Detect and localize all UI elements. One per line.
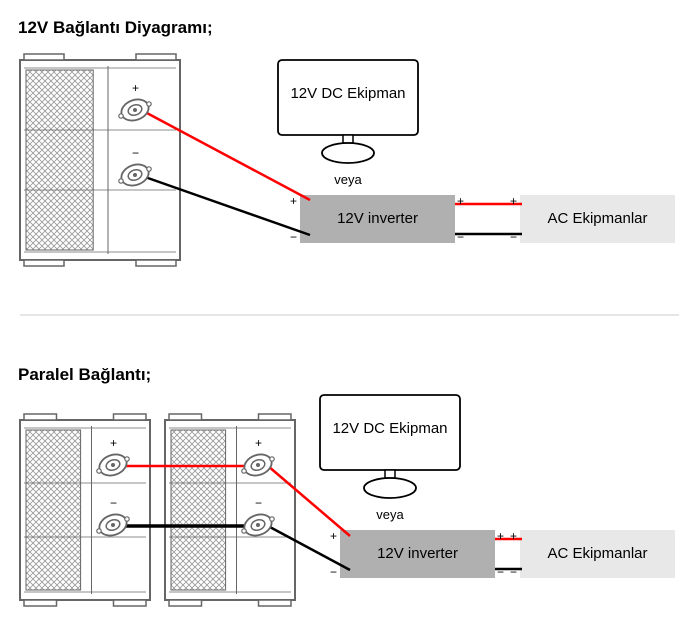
monitor-label-2: 12V DC Ekipman bbox=[320, 420, 460, 437]
svg-text:+: + bbox=[497, 529, 504, 543]
svg-text:+: + bbox=[132, 81, 139, 95]
svg-text:−: − bbox=[330, 565, 337, 579]
svg-text:−: − bbox=[110, 496, 117, 510]
ac-label-2: AC Ekipmanlar bbox=[520, 545, 675, 562]
monitor-2 bbox=[320, 395, 460, 498]
battery-2a bbox=[20, 414, 150, 606]
svg-text:−: − bbox=[510, 565, 517, 579]
ac-label-1: AC Ekipmanlar bbox=[520, 210, 675, 227]
monitor-label-1: 12V DC Ekipman bbox=[278, 85, 418, 102]
svg-text:−: − bbox=[132, 146, 139, 160]
svg-text:+: + bbox=[457, 194, 464, 208]
or-label-1: veya bbox=[318, 172, 378, 187]
svg-text:−: − bbox=[457, 230, 464, 244]
svg-text:+: + bbox=[510, 194, 517, 208]
battery-2b bbox=[165, 414, 295, 606]
svg-text:−: − bbox=[255, 496, 262, 510]
svg-text:−: − bbox=[510, 230, 517, 244]
monitor-1 bbox=[278, 60, 418, 163]
svg-text:+: + bbox=[255, 436, 262, 450]
title-1: 12V Bağlantı Diyagramı; bbox=[18, 18, 213, 38]
svg-text:+: + bbox=[330, 529, 337, 543]
inverter-label-1: 12V inverter bbox=[300, 210, 455, 227]
battery-1 bbox=[20, 54, 180, 266]
svg-text:+: + bbox=[510, 529, 517, 543]
svg-text:+: + bbox=[290, 194, 297, 208]
svg-text:−: − bbox=[290, 230, 297, 244]
inverter-label-2: 12V inverter bbox=[340, 545, 495, 562]
or-label-2: veya bbox=[360, 507, 420, 522]
svg-text:−: − bbox=[497, 565, 504, 579]
diagram-container: + − + − + − + − + − + − + − + − + − 12V Bağlantı Diyagra… bbox=[0, 0, 699, 630]
svg-text:+: + bbox=[110, 436, 117, 450]
title-2: Paralel Bağlantı; bbox=[18, 365, 151, 385]
